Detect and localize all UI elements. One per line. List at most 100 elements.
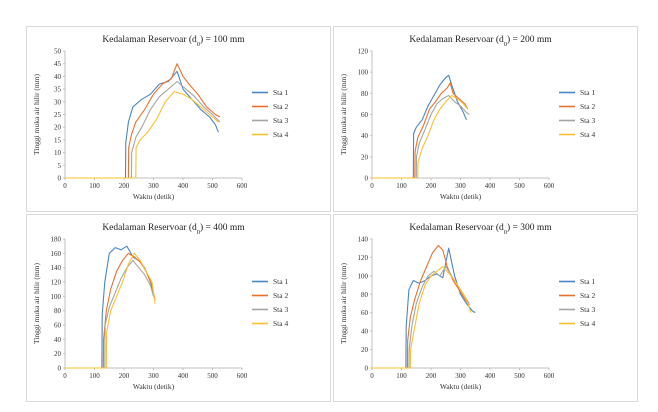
y-tick-label: 30 xyxy=(54,98,62,106)
series-line-sta-3 xyxy=(372,94,470,179)
x-tick-label: 100 xyxy=(396,182,407,190)
y-tick-label: 140 xyxy=(358,236,369,244)
x-tick-label: 400 xyxy=(485,182,496,190)
chart-title-subscript: 0 xyxy=(197,229,200,236)
series-line-sta-4 xyxy=(65,252,156,369)
y-tick-label: 120 xyxy=(358,48,369,56)
legend-label-sta-2: Sta 2 xyxy=(273,102,288,111)
legend-label-sta-4: Sta 4 xyxy=(580,130,595,139)
y-axis-label: Tinggi muka air hilir (mm) xyxy=(32,263,41,344)
chart-title-subscript: 0 xyxy=(504,41,507,48)
series-line-sta-2 xyxy=(372,82,469,179)
y-tick-label: 20 xyxy=(54,350,62,358)
x-tick-label: 200 xyxy=(426,182,437,190)
y-tick-label: 20 xyxy=(361,346,369,354)
x-axis-label: Waktu (detik) xyxy=(440,192,482,201)
x-tick-label: 400 xyxy=(178,372,189,380)
chart-title: Kedalaman Reservoar (d0) = 300 mm xyxy=(409,222,552,236)
chart-400mm: Kedalaman Reservoar (d0) = 400 mm0204060… xyxy=(32,222,288,391)
chart-100mm: Kedalaman Reservoar (d0) = 100 mm0510152… xyxy=(32,34,288,201)
y-tick-label: 0 xyxy=(365,365,369,373)
chart-title-prefix: Kedalaman Reservoar (d xyxy=(409,222,504,233)
y-tick-label: 40 xyxy=(54,336,62,344)
x-tick-label: 600 xyxy=(544,372,555,380)
y-tick-label: 40 xyxy=(54,73,62,81)
y-tick-label: 160 xyxy=(51,250,62,258)
chart-title-subscript: 0 xyxy=(504,229,507,236)
legend-label-sta-2: Sta 2 xyxy=(580,291,595,300)
x-tick-label: 100 xyxy=(89,182,100,190)
legend-label-sta-1: Sta 1 xyxy=(580,277,595,286)
y-tick-label: 45 xyxy=(54,60,62,68)
x-axis-label: Waktu (detik) xyxy=(133,382,175,391)
x-tick-label: 200 xyxy=(119,372,130,380)
chart-title: Kedalaman Reservoar (d0) = 100 mm xyxy=(102,34,245,48)
legend-label-sta-1: Sta 1 xyxy=(273,277,288,286)
legend-label-sta-2: Sta 2 xyxy=(580,102,595,111)
x-tick-label: 200 xyxy=(426,372,437,380)
legend-label-sta-1: Sta 1 xyxy=(273,88,288,97)
y-tick-label: 100 xyxy=(358,69,369,77)
y-tick-label: 100 xyxy=(358,272,369,280)
y-axis-label: Tinggi muka air hilir (mm) xyxy=(339,263,348,344)
chart-title-suffix: ) = 400 mm xyxy=(200,222,245,233)
series-line-sta-1 xyxy=(65,70,219,179)
chart-200mm: Kedalaman Reservoar (d0) = 200 mm0204060… xyxy=(339,34,595,201)
y-tick-label: 100 xyxy=(51,293,62,301)
y-tick-label: 40 xyxy=(361,328,369,336)
legend-label-sta-3: Sta 3 xyxy=(273,305,288,314)
series-line-sta-2 xyxy=(372,244,470,369)
x-tick-label: 0 xyxy=(370,182,374,190)
series-line-sta-4 xyxy=(65,91,219,179)
y-tick-label: 15 xyxy=(54,136,62,144)
x-tick-label: 0 xyxy=(63,182,67,190)
x-tick-label: 300 xyxy=(148,372,159,380)
x-tick-label: 300 xyxy=(455,372,466,380)
legend-label-sta-4: Sta 4 xyxy=(273,130,288,139)
chart-title: Kedalaman Reservoar (d0) = 200 mm xyxy=(409,34,552,48)
chart-title-subscript: 0 xyxy=(197,41,200,48)
y-tick-label: 180 xyxy=(51,236,62,244)
legend-label-sta-4: Sta 4 xyxy=(580,319,595,328)
series-line-sta-3 xyxy=(65,80,221,179)
x-axis-label: Waktu (detik) xyxy=(440,382,482,391)
y-tick-label: 40 xyxy=(361,132,369,140)
y-tick-label: 10 xyxy=(54,149,62,157)
y-tick-label: 0 xyxy=(58,365,62,373)
y-tick-label: 140 xyxy=(51,264,62,272)
x-tick-label: 500 xyxy=(207,182,218,190)
y-tick-label: 120 xyxy=(358,254,369,262)
chart-title-suffix: ) = 100 mm xyxy=(200,34,245,45)
legend-label-sta-1: Sta 1 xyxy=(580,88,595,97)
y-tick-label: 80 xyxy=(361,291,369,299)
legend-label-sta-3: Sta 3 xyxy=(580,116,595,125)
chart-panel-100mm: Kedalaman Reservoar (d0) = 100 mm 0 5 10 15 2… xyxy=(26,26,331,212)
series-line-sta-4 xyxy=(372,94,469,179)
y-tick-label: 25 xyxy=(54,111,62,119)
chart-300mm: Kedalaman Reservoar (d0) = 300 mm0204060… xyxy=(339,222,595,391)
x-tick-label: 400 xyxy=(178,182,189,190)
x-tick-label: 600 xyxy=(544,182,555,190)
y-tick-label: 5 xyxy=(58,162,62,170)
legend-label-sta-3: Sta 3 xyxy=(580,305,595,314)
x-tick-label: 0 xyxy=(370,372,374,380)
y-tick-label: 20 xyxy=(361,153,369,161)
chart-title-prefix: Kedalaman Reservoar (d xyxy=(102,222,197,233)
y-tick-label: 60 xyxy=(361,309,369,317)
y-axis-label: Tinggi muka air hilir (mm) xyxy=(32,74,41,155)
y-axis-label: Tinggi muka air hilir (mm) xyxy=(339,74,348,155)
series-line-sta-1 xyxy=(372,74,467,179)
x-tick-label: 600 xyxy=(237,372,248,380)
chart-title-prefix: Kedalaman Reservoar (d xyxy=(102,34,197,45)
legend-label-sta-4: Sta 4 xyxy=(273,319,288,328)
legend-label-sta-3: Sta 3 xyxy=(273,116,288,125)
x-tick-label: 200 xyxy=(119,182,130,190)
x-tick-label: 100 xyxy=(396,372,407,380)
legend-label-sta-2: Sta 2 xyxy=(273,291,288,300)
y-tick-label: 0 xyxy=(58,175,62,183)
series-line-sta-1 xyxy=(372,247,476,369)
y-tick-label: 50 xyxy=(54,48,62,56)
y-tick-label: 80 xyxy=(54,307,62,315)
x-axis-label: Waktu (detik) xyxy=(133,192,175,201)
